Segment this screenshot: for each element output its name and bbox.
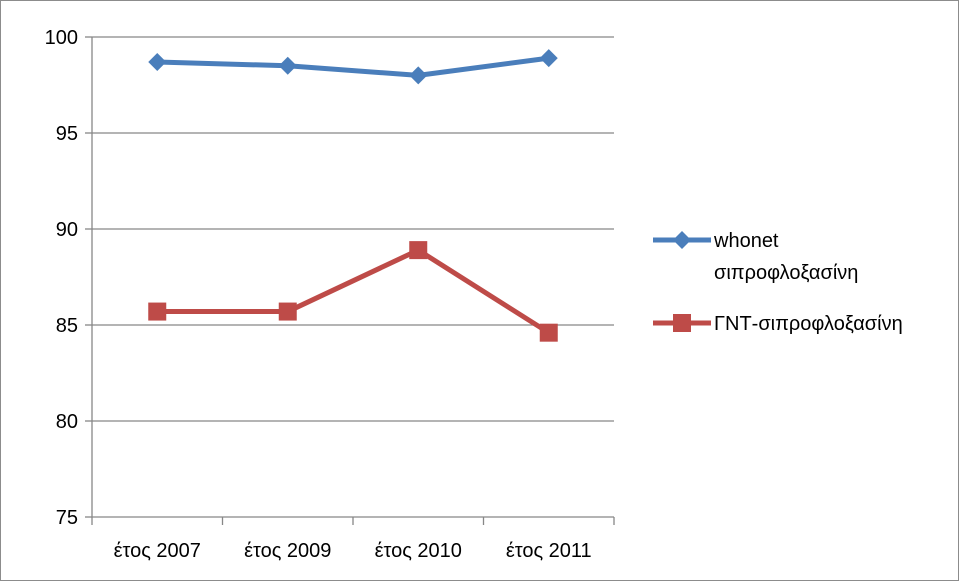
legend-label-whonet: whonet bbox=[713, 230, 779, 252]
x-axis-tick-labels: έτος 2007 έτος 2009 έτος 2010 έτος 2011 bbox=[114, 540, 592, 562]
series bbox=[148, 49, 558, 342]
x-tick-label: έτος 2010 bbox=[375, 540, 462, 562]
series-line-gnt bbox=[154, 247, 552, 336]
axes bbox=[85, 36, 615, 525]
y-tick-label: 80 bbox=[56, 411, 78, 433]
x-tick-label: έτος 2007 bbox=[114, 540, 201, 562]
y-tick-label: 95 bbox=[56, 123, 78, 145]
data-point-gnt bbox=[409, 241, 428, 260]
series-line-whonet bbox=[154, 55, 552, 78]
legend-marker-whonet bbox=[673, 231, 691, 249]
legend-label-gnt: ΓΝΤ-σιπροφλοξασίνη bbox=[714, 313, 903, 335]
x-tick-label: έτος 2009 bbox=[244, 540, 331, 562]
data-point-whonet bbox=[539, 49, 558, 68]
legend-label-whonet-line2: σιπροφλοξασίνη bbox=[714, 262, 858, 284]
x-tick-label: έτος 2011 bbox=[506, 540, 592, 562]
data-point-whonet bbox=[148, 52, 167, 71]
y-axis-tick-labels: 75 80 85 90 95 100 bbox=[45, 27, 78, 529]
y-tick-label: 75 bbox=[56, 507, 78, 529]
data-point-gnt bbox=[539, 323, 558, 342]
y-tick-label: 90 bbox=[56, 219, 78, 241]
gridlines bbox=[92, 36, 614, 422]
legend: whonet σιπροφλοξασίνη ΓΝΤ-σιπροφλοξασίνη bbox=[653, 230, 903, 335]
data-point-gnt bbox=[278, 302, 297, 321]
legend-marker-gnt bbox=[673, 314, 691, 332]
data-point-whonet bbox=[278, 56, 297, 75]
y-tick-label: 85 bbox=[56, 315, 78, 337]
y-tick-label: 100 bbox=[45, 27, 78, 49]
data-point-gnt bbox=[148, 302, 167, 321]
data-point-whonet bbox=[409, 66, 428, 85]
